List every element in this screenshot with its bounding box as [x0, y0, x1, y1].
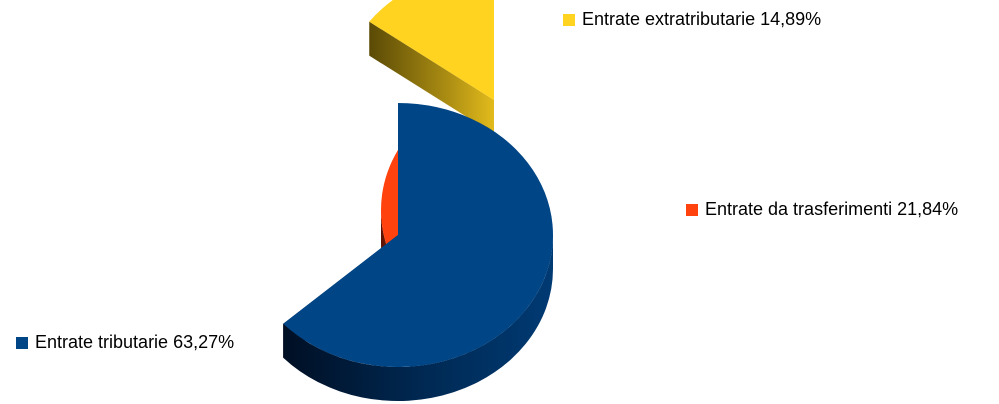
- legend-swatch: [16, 337, 28, 349]
- legend-swatch: [563, 14, 575, 26]
- pie-slice-entrate-extratributarie: [369, 0, 494, 100]
- slice-side-2: [369, 21, 494, 134]
- legend-entry: Entrate da trasferimenti 21,84%: [686, 199, 958, 219]
- legend-swatch: [686, 204, 698, 216]
- pie-slice-entrate-tributarie: [283, 103, 553, 367]
- legend-label: Entrate tributarie 63,27%: [35, 332, 234, 352]
- legend-label: Entrate da trasferimenti 21,84%: [705, 199, 958, 219]
- legend-entry: Entrate tributarie 63,27%: [16, 332, 234, 352]
- legend-label: Entrate extratributarie 14,89%: [582, 9, 821, 29]
- legend-entry: Entrate extratributarie 14,89%: [563, 9, 821, 29]
